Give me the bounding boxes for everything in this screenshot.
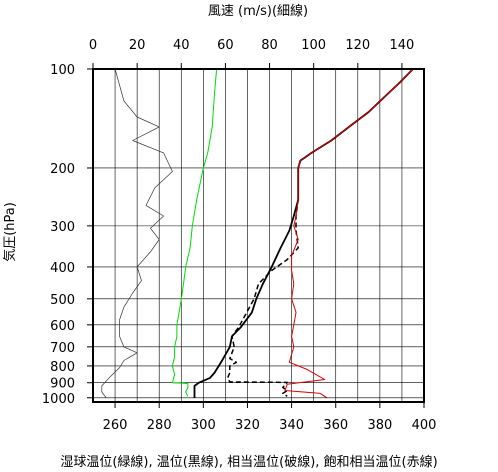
pressure-tick-label: 800 (50, 360, 75, 375)
wind-tick-label: 140 (390, 38, 415, 53)
pressure-tick-label: 900 (50, 377, 75, 392)
axis-ticks: 260 280 300 320 340 360 380 400 0 20 40 60 80 100 120 1… (42, 38, 437, 433)
pressure-tick-label: 400 (50, 261, 75, 276)
temp-tick-label: 400 (412, 418, 437, 433)
wind-tick-label: 60 (217, 38, 234, 53)
plot-frame (92, 68, 425, 403)
series-theta (193, 68, 414, 398)
wind-tick-label: 80 (261, 38, 278, 53)
series-theta_es (284, 68, 414, 399)
series-lines (101, 68, 414, 399)
series-wetbulb (171, 68, 218, 397)
wind-axis-title: 風速 (m/s)(細線) (208, 3, 308, 19)
chart-caption: 湿球温位(緑線), 温位(黒線), 相当温位(破線), 飽和相当温位(赤線) (60, 454, 437, 470)
grid (93, 68, 425, 402)
pressure-axis-title: 気圧(hPa) (2, 202, 18, 262)
pressure-tick-label: 300 (50, 220, 75, 235)
wind-tick-label: 120 (345, 38, 370, 53)
wind-tick-label: 100 (301, 38, 326, 53)
pressure-tick-label: 100 (50, 63, 75, 78)
wind-tick-label: 20 (129, 38, 146, 53)
temp-tick-label: 340 (279, 418, 304, 433)
pressure-tick-label: 700 (50, 341, 75, 356)
temp-tick-label: 320 (235, 418, 260, 433)
temp-tick-label: 260 (103, 418, 128, 433)
pressure-tick-label: 500 (50, 293, 75, 308)
pressure-tick-label: 1000 (42, 392, 75, 407)
temp-tick-label: 360 (323, 418, 348, 433)
pressure-tick-label: 200 (50, 162, 75, 177)
pressure-tick-label: 600 (50, 319, 75, 334)
temp-tick-label: 300 (191, 418, 216, 433)
series-theta_e (226, 68, 414, 397)
temp-tick-label: 280 (147, 418, 172, 433)
temp-tick-label: 380 (367, 418, 392, 433)
wind-tick-label: 40 (173, 38, 190, 53)
wind-tick-label: 0 (89, 38, 97, 53)
series-wind (101, 68, 173, 399)
